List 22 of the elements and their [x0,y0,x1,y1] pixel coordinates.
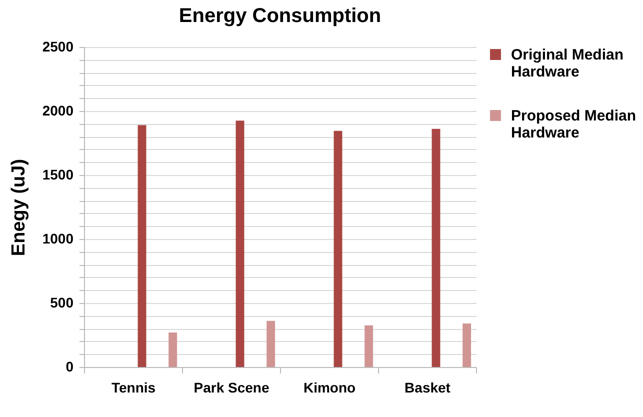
y-tick-label: 1500 [42,166,74,182]
bar [138,125,146,367]
legend-label: Original Median Hardware [511,46,624,80]
bar [364,325,374,367]
y-tick-label: 500 [50,294,74,310]
bar [236,120,244,367]
y-tick-label: 0 [66,358,74,374]
y-tick-label: 1000 [42,230,74,246]
bar [266,320,276,367]
legend-label: Proposed Median Hardware [511,108,636,142]
x-tick-label: Tennis [111,380,156,396]
x-tick-label: Kimono [303,380,356,396]
x-tick-label: Park Scene [194,380,270,396]
bar [462,323,472,367]
y-tick-label: 2500 [42,38,74,54]
bar [432,128,440,367]
x-tick-label: Basket [404,380,451,396]
bar [168,332,178,367]
chart-title: Energy Consumption [178,5,382,27]
y-axis-title: Enegy (uJ) [8,158,30,256]
y-tick-label: 2000 [42,102,74,118]
bar [334,130,342,367]
